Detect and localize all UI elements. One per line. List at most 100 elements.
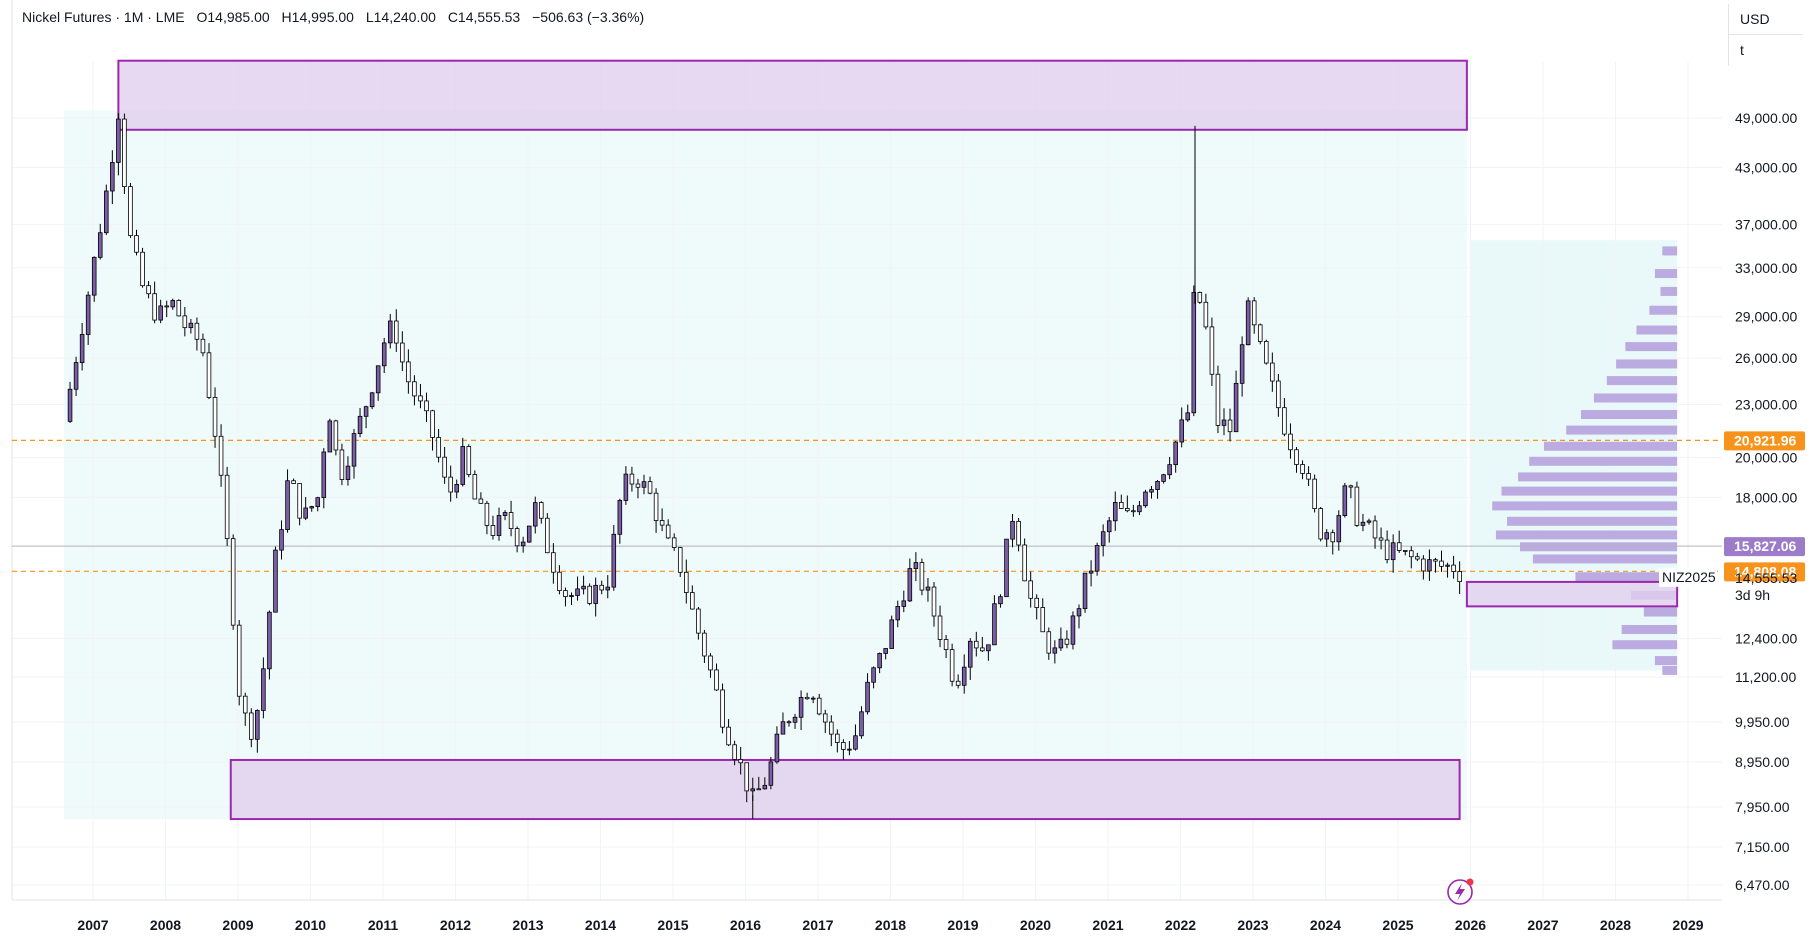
candle-body <box>502 512 508 516</box>
close-value: C14,555.53 <box>447 9 521 25</box>
candle-body <box>1125 508 1130 512</box>
candle-body <box>369 392 375 408</box>
candle-body <box>1378 537 1384 541</box>
candle-body <box>406 361 411 383</box>
volume-profile <box>1492 246 1678 675</box>
candle-body <box>726 726 731 746</box>
candle-body <box>1312 478 1317 509</box>
time-tick-label: 2028 <box>1600 917 1631 933</box>
candle-body <box>285 480 290 531</box>
candle-body <box>1197 292 1203 303</box>
candle-body <box>974 640 979 649</box>
candle-body <box>436 437 441 458</box>
volume-profile-bar <box>1575 572 1678 582</box>
currency-button[interactable]: USD <box>1729 4 1803 35</box>
candle-body <box>418 395 423 402</box>
candle-body <box>714 669 719 691</box>
candle-body <box>1330 532 1336 543</box>
candle-body <box>1040 607 1046 633</box>
candle-body <box>363 406 369 417</box>
candle-body <box>1421 558 1426 572</box>
candle-body <box>375 365 381 394</box>
time-tick-label: 2026 <box>1455 917 1486 933</box>
candle-body <box>1372 520 1378 539</box>
candle-body <box>1088 570 1094 574</box>
candle-body <box>249 712 254 740</box>
candle-body <box>1004 538 1009 598</box>
price-tick-label: 37,000.00 <box>1735 216 1797 232</box>
candle-body <box>1161 474 1166 482</box>
volume-profile-bar <box>1616 359 1678 369</box>
unit-button[interactable]: t <box>1740 42 1744 58</box>
price-tick-label: 20,000.00 <box>1735 449 1797 465</box>
candle-body <box>1233 382 1239 433</box>
candle-body <box>835 733 840 743</box>
candle-body <box>1179 419 1184 443</box>
candle-body <box>454 484 459 493</box>
candle-body <box>961 666 967 686</box>
candle-body <box>110 162 115 192</box>
candle-body <box>623 473 629 501</box>
candle-body <box>164 305 169 308</box>
candle-body <box>539 502 544 519</box>
volume-profile-bar <box>1643 607 1678 617</box>
candle-body <box>116 118 121 163</box>
price-zone <box>229 758 1461 821</box>
price-tag <box>1724 431 1805 451</box>
volume-profile-bar <box>1507 516 1678 526</box>
candle-body <box>1191 292 1197 414</box>
price-zone <box>117 59 1468 131</box>
candle-body <box>750 788 756 792</box>
price-tick-label: 8,950.00 <box>1735 754 1790 770</box>
candle-body <box>526 525 532 543</box>
time-tick-label: 2019 <box>947 917 978 933</box>
time-tick-label: 2023 <box>1237 917 1268 933</box>
volume-profile-bar <box>1501 486 1678 496</box>
candle-body <box>659 520 665 526</box>
candle-body <box>587 585 592 604</box>
volume-profile-bar <box>1662 665 1678 675</box>
volume-profile-bar <box>1654 656 1678 666</box>
candle-body <box>1064 638 1070 645</box>
candle-body <box>677 547 683 573</box>
candle-body <box>1270 362 1275 382</box>
candle-body <box>1445 564 1450 567</box>
candle-body <box>895 606 901 621</box>
time-tick-label: 2010 <box>295 917 326 933</box>
volume-profile-bar <box>1495 530 1678 540</box>
candle-body <box>1227 419 1233 433</box>
candle-body <box>702 632 707 657</box>
candle-body <box>889 619 894 649</box>
time-tick-label: 2021 <box>1092 917 1123 933</box>
candle-body <box>829 721 834 735</box>
candle-body <box>1384 539 1390 561</box>
symbol-title[interactable]: Nickel Futures · 1M · LME <box>22 9 185 25</box>
candle-body <box>593 584 598 604</box>
candle-body <box>937 615 943 640</box>
candle-body <box>200 338 206 354</box>
volume-profile-bar <box>1625 342 1678 352</box>
candle-body <box>394 320 399 344</box>
tradingview-lightning-icon[interactable] <box>1447 878 1474 905</box>
candle-body <box>744 762 749 792</box>
candle-body <box>877 653 882 669</box>
candle-body <box>339 449 345 480</box>
volume-profile-bar <box>1649 305 1678 315</box>
candle-body <box>514 528 520 547</box>
candle-body <box>1457 571 1462 582</box>
volume-profile-bar <box>1492 501 1678 511</box>
candle-body <box>1143 491 1148 507</box>
candle-body <box>1409 550 1414 558</box>
candle-body <box>1082 572 1088 610</box>
candle-body <box>261 668 266 711</box>
candle-body <box>599 584 604 591</box>
candle-body <box>1052 647 1058 654</box>
candle-body <box>230 538 236 626</box>
candle-body <box>1300 464 1305 474</box>
price-tag <box>1724 562 1805 582</box>
candle-body <box>297 483 302 519</box>
time-tick-label: 2013 <box>512 917 543 933</box>
candle-body <box>563 590 568 597</box>
candle-body <box>635 483 641 488</box>
